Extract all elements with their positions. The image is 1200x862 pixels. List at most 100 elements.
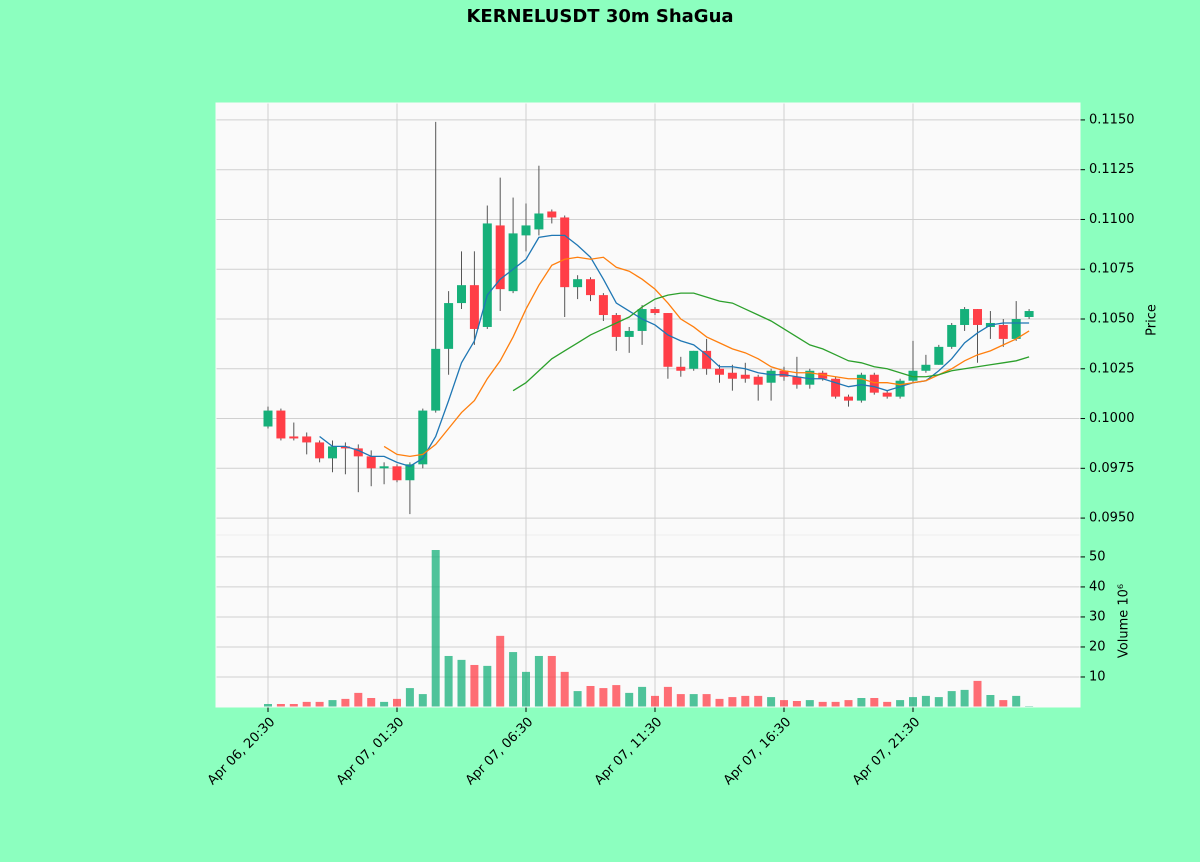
volume-bar — [754, 695, 763, 707]
candle-body — [895, 380, 905, 397]
volume-bar — [276, 703, 285, 707]
volume-bar — [741, 695, 750, 707]
candle-body — [353, 448, 363, 457]
candle-body — [379, 466, 389, 469]
moving-average-line — [383, 256, 1030, 458]
volume-bar — [728, 697, 737, 707]
plot-frame — [215, 102, 1081, 708]
candle-body — [573, 279, 583, 288]
volume-bar — [496, 635, 505, 707]
candle-body — [715, 368, 724, 375]
candle-body — [495, 225, 505, 290]
volume-bar — [354, 692, 363, 707]
volume-bar — [676, 694, 685, 707]
candle-body — [521, 225, 531, 236]
volume-bar — [509, 652, 518, 707]
y-tick-label: 0.0975 — [1089, 461, 1135, 476]
volume-bar — [560, 671, 569, 707]
candle-body — [328, 446, 337, 459]
volume-bar — [612, 685, 621, 707]
candle-body — [702, 350, 712, 369]
price-axis-label: Price — [1145, 304, 1160, 336]
candle-body — [831, 378, 841, 397]
candle-body — [1011, 319, 1021, 339]
volume-bar — [625, 692, 634, 707]
x-tick-label: Apr 07, 11:30 — [592, 715, 665, 788]
volume-bar — [380, 701, 389, 707]
volume-panel — [216, 535, 1080, 707]
candle-body — [457, 285, 466, 304]
volume-bar — [328, 700, 337, 707]
y-tick-label: 0.1050 — [1089, 312, 1135, 327]
volume-bar — [315, 701, 324, 707]
volume-bar — [341, 698, 350, 707]
y-tick-label: 0.1125 — [1089, 162, 1135, 177]
candle-body — [482, 223, 492, 327]
volume-bar — [818, 701, 827, 707]
moving-average-line — [512, 292, 1030, 392]
volume-bar — [689, 694, 698, 707]
volume-bar — [702, 694, 711, 707]
y-tick-label: 0.1000 — [1089, 411, 1135, 426]
candle-body — [469, 285, 479, 329]
volume-bar — [405, 688, 414, 707]
candle-body — [844, 396, 853, 401]
volume-bar — [483, 665, 492, 707]
candle-body — [663, 313, 673, 367]
x-tick-label: Apr 07, 21:30 — [850, 715, 923, 788]
candle-body — [908, 370, 918, 381]
candle-body — [405, 464, 415, 481]
y-tick-label: 30 — [1089, 609, 1106, 624]
candle-body — [418, 410, 428, 465]
x-tick-label: Apr 07, 06:30 — [463, 715, 536, 788]
candle-body — [263, 410, 273, 427]
y-tick-label: 0.1150 — [1089, 112, 1135, 127]
candle-body — [637, 309, 647, 331]
volume-bar — [792, 700, 801, 707]
candle-body — [650, 309, 660, 314]
candle-body — [289, 436, 299, 439]
volume-bar — [844, 700, 853, 707]
volume-bar — [870, 697, 879, 707]
volume-bar — [1012, 695, 1021, 707]
volume-bar — [883, 701, 892, 707]
candle-body — [998, 324, 1008, 339]
volume-bar — [302, 701, 311, 707]
volume-bar — [431, 550, 440, 707]
candle-body — [792, 376, 802, 385]
volume-bar — [986, 694, 995, 707]
candle-body — [869, 374, 879, 393]
candle-body — [753, 376, 763, 385]
candle-body — [508, 233, 518, 292]
candle-body — [392, 466, 402, 481]
y-tick-label: 0.1075 — [1089, 262, 1135, 277]
candle-body — [302, 436, 312, 443]
candle-body — [586, 279, 595, 296]
volume-bar — [831, 701, 840, 707]
candle-body — [856, 374, 866, 401]
x-tick-label: Apr 07, 01:30 — [334, 715, 407, 788]
volume-bar — [522, 671, 530, 707]
y-tick-label: 0.1100 — [1089, 212, 1135, 227]
chart-title: KERNELUSDT 30m ShaGua — [466, 6, 733, 27]
volume-bar — [947, 691, 956, 707]
candle-body — [973, 309, 982, 325]
candle-body — [960, 309, 970, 325]
y-tick-label: 40 — [1089, 579, 1106, 594]
volume-axis-label: Volume 10⁶ — [1117, 584, 1132, 658]
candle-body — [947, 324, 957, 347]
candle-body — [276, 410, 286, 439]
volume-bar — [534, 655, 543, 707]
candle-body — [534, 213, 544, 230]
candle-body — [727, 372, 737, 379]
volume-bar — [470, 664, 479, 707]
x-tick-label: Apr 07, 16:30 — [721, 715, 794, 788]
volume-bar — [857, 697, 866, 707]
volume-bar — [805, 700, 814, 707]
x-tick-label: Apr 06, 20:30 — [205, 715, 278, 788]
candle-body — [740, 374, 750, 379]
volume-bar — [767, 697, 776, 707]
volume-bar — [715, 698, 724, 707]
volume-bar — [896, 700, 905, 707]
